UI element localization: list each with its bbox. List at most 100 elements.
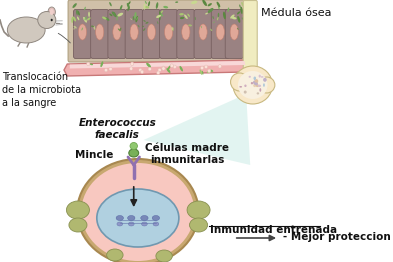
- Ellipse shape: [223, 12, 226, 19]
- Ellipse shape: [156, 250, 172, 262]
- Ellipse shape: [118, 29, 120, 31]
- Ellipse shape: [135, 16, 138, 22]
- Ellipse shape: [81, 28, 83, 30]
- Ellipse shape: [109, 13, 112, 16]
- Ellipse shape: [109, 67, 112, 71]
- FancyBboxPatch shape: [243, 1, 257, 75]
- Ellipse shape: [118, 13, 123, 17]
- Ellipse shape: [180, 66, 183, 72]
- Ellipse shape: [84, 16, 87, 20]
- Ellipse shape: [188, 24, 192, 26]
- Ellipse shape: [258, 85, 261, 87]
- Ellipse shape: [216, 24, 224, 40]
- FancyBboxPatch shape: [211, 9, 230, 58]
- Ellipse shape: [237, 12, 240, 14]
- Ellipse shape: [102, 17, 107, 20]
- Ellipse shape: [179, 13, 184, 15]
- Ellipse shape: [117, 222, 123, 226]
- FancyBboxPatch shape: [68, 0, 248, 62]
- Ellipse shape: [184, 14, 188, 19]
- Ellipse shape: [202, 0, 207, 6]
- FancyBboxPatch shape: [160, 9, 178, 58]
- Ellipse shape: [249, 76, 251, 78]
- Ellipse shape: [133, 16, 134, 20]
- Ellipse shape: [141, 216, 148, 221]
- Ellipse shape: [112, 12, 116, 17]
- Ellipse shape: [105, 17, 109, 21]
- Ellipse shape: [175, 1, 178, 3]
- Ellipse shape: [218, 13, 219, 17]
- Text: - Mejor proteccion: - Mejor proteccion: [283, 232, 391, 242]
- Ellipse shape: [244, 85, 246, 87]
- Ellipse shape: [160, 10, 163, 13]
- Ellipse shape: [173, 28, 174, 31]
- Ellipse shape: [170, 64, 173, 67]
- Ellipse shape: [171, 27, 173, 30]
- Ellipse shape: [148, 67, 151, 71]
- Ellipse shape: [119, 28, 121, 31]
- Ellipse shape: [204, 65, 208, 69]
- Ellipse shape: [231, 17, 237, 19]
- Ellipse shape: [109, 2, 112, 6]
- Text: Células madre
inmunitarlas: Células madre inmunitarlas: [145, 143, 229, 165]
- Ellipse shape: [77, 159, 198, 262]
- Ellipse shape: [207, 70, 213, 73]
- Text: Inmunidad entrenada: Inmunidad entrenada: [210, 225, 337, 235]
- Ellipse shape: [231, 73, 249, 91]
- Polygon shape: [143, 94, 250, 165]
- Ellipse shape: [237, 16, 240, 23]
- Ellipse shape: [134, 12, 136, 19]
- Ellipse shape: [77, 17, 79, 20]
- Ellipse shape: [217, 17, 219, 20]
- Ellipse shape: [51, 19, 53, 21]
- Ellipse shape: [139, 68, 142, 72]
- Ellipse shape: [147, 24, 156, 40]
- Ellipse shape: [157, 71, 160, 74]
- Ellipse shape: [129, 222, 134, 226]
- Polygon shape: [64, 60, 248, 76]
- Ellipse shape: [86, 62, 90, 66]
- Ellipse shape: [69, 218, 87, 232]
- Ellipse shape: [142, 26, 144, 27]
- Ellipse shape: [189, 218, 208, 232]
- Ellipse shape: [140, 70, 144, 74]
- Ellipse shape: [141, 222, 147, 226]
- Ellipse shape: [113, 24, 121, 40]
- Ellipse shape: [257, 92, 259, 95]
- Ellipse shape: [259, 88, 261, 92]
- Ellipse shape: [200, 69, 202, 75]
- Ellipse shape: [113, 12, 117, 17]
- Ellipse shape: [259, 75, 261, 78]
- FancyBboxPatch shape: [91, 9, 109, 58]
- Ellipse shape: [173, 65, 176, 69]
- Ellipse shape: [143, 28, 145, 31]
- Ellipse shape: [210, 29, 212, 31]
- Ellipse shape: [261, 76, 264, 78]
- Ellipse shape: [130, 143, 138, 150]
- Text: Mincle: Mincle: [75, 150, 113, 160]
- Ellipse shape: [127, 3, 130, 9]
- Ellipse shape: [237, 28, 239, 30]
- Ellipse shape: [129, 149, 139, 157]
- Ellipse shape: [230, 24, 238, 40]
- Ellipse shape: [241, 7, 243, 14]
- Ellipse shape: [158, 68, 161, 72]
- Ellipse shape: [187, 201, 210, 219]
- Ellipse shape: [253, 77, 256, 80]
- Ellipse shape: [38, 12, 56, 29]
- FancyBboxPatch shape: [73, 9, 92, 58]
- Ellipse shape: [213, 21, 215, 23]
- Ellipse shape: [88, 12, 90, 17]
- Ellipse shape: [145, 22, 149, 24]
- Ellipse shape: [138, 25, 140, 28]
- FancyBboxPatch shape: [142, 9, 160, 58]
- Ellipse shape: [128, 1, 130, 5]
- Ellipse shape: [253, 84, 256, 87]
- Ellipse shape: [208, 69, 211, 73]
- Ellipse shape: [244, 91, 247, 94]
- Ellipse shape: [153, 222, 159, 226]
- Ellipse shape: [48, 7, 55, 17]
- Ellipse shape: [230, 14, 235, 19]
- Ellipse shape: [148, 1, 150, 6]
- Ellipse shape: [199, 24, 207, 40]
